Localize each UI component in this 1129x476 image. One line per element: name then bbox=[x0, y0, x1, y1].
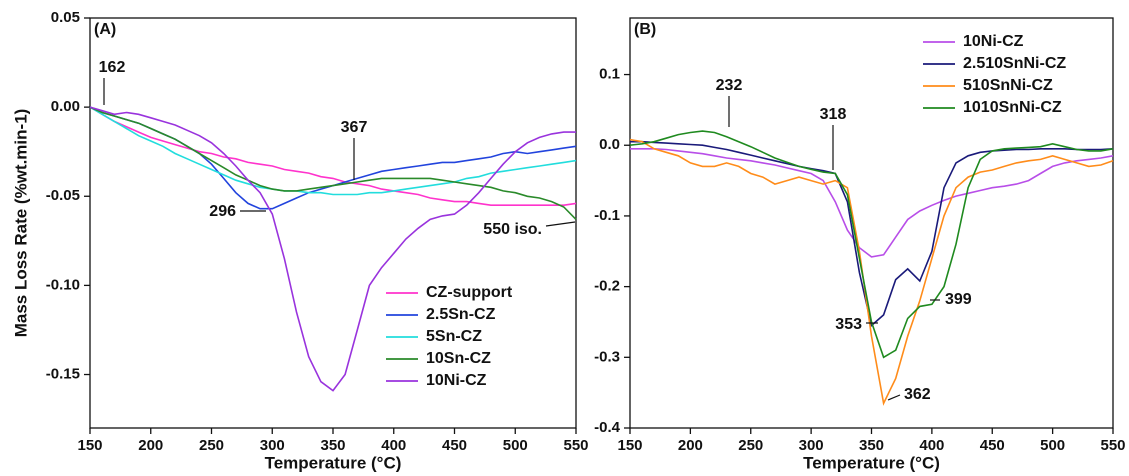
x-tick-label: 200 bbox=[138, 437, 163, 454]
annotation: 367 bbox=[341, 119, 368, 136]
y-tick-label: -0.3 bbox=[594, 348, 620, 365]
series-line bbox=[89, 106, 577, 196]
annotation: 296 bbox=[209, 203, 236, 220]
legend-label: 2.5Sn-CZ bbox=[426, 306, 496, 323]
x-tick-label: 400 bbox=[381, 437, 406, 454]
legend-label: 1010SnNi-CZ bbox=[963, 99, 1062, 116]
legend-label: 5Sn-CZ bbox=[426, 328, 482, 345]
x-tick-label: 400 bbox=[919, 437, 944, 454]
panel-label: (B) bbox=[634, 21, 656, 38]
series-line bbox=[630, 148, 1114, 258]
annotation-leader bbox=[887, 394, 901, 401]
panel-label: (A) bbox=[94, 21, 116, 38]
legend-label: 510SnNi-CZ bbox=[963, 77, 1053, 94]
legend-label: 10Sn-CZ bbox=[426, 350, 491, 367]
y-tick-label: 0.05 bbox=[51, 9, 80, 26]
series-line bbox=[629, 138, 1114, 406]
x-tick-label: 500 bbox=[503, 437, 528, 454]
annotation: 232 bbox=[716, 77, 743, 94]
series-line bbox=[630, 140, 1114, 327]
annotation: 353 bbox=[835, 316, 862, 333]
x-tick-label: 250 bbox=[738, 437, 763, 454]
legend-label: 10Ni-CZ bbox=[426, 372, 487, 389]
x-tick-label: 450 bbox=[980, 437, 1005, 454]
y-tick-label: -0.05 bbox=[46, 187, 80, 204]
y-tick-label: -0.10 bbox=[46, 276, 80, 293]
annotation: 362 bbox=[904, 386, 931, 403]
x-tick-label: 550 bbox=[1100, 437, 1125, 454]
legend-label: 2.510SnNi-CZ bbox=[963, 55, 1066, 72]
series-line bbox=[89, 106, 577, 210]
x-tick-label: 200 bbox=[678, 437, 703, 454]
y-tick-label: -0.15 bbox=[46, 365, 80, 382]
x-tick-label: 300 bbox=[799, 437, 824, 454]
x-tick-label: 250 bbox=[199, 437, 224, 454]
x-tick-label: 150 bbox=[617, 437, 642, 454]
y-tick-label: -0.4 bbox=[594, 419, 621, 436]
series-line bbox=[629, 130, 1114, 359]
series-line bbox=[89, 106, 576, 392]
annotation: 162 bbox=[99, 59, 126, 76]
annotation: 550 iso. bbox=[483, 221, 542, 238]
legend-label: CZ-support bbox=[426, 284, 513, 301]
x-tick-label: 150 bbox=[77, 437, 102, 454]
x-tick-label: 450 bbox=[442, 437, 467, 454]
y-tick-label: -0.2 bbox=[594, 278, 620, 295]
series-line bbox=[89, 106, 577, 220]
annotation: 318 bbox=[820, 106, 847, 123]
y-tick-label: 0.1 bbox=[599, 66, 620, 83]
x-axis-label: Temperature (°C) bbox=[803, 453, 940, 472]
x-tick-label: 350 bbox=[320, 437, 345, 454]
y-tick-label: -0.1 bbox=[594, 207, 620, 224]
legend-label: 10Ni-CZ bbox=[963, 33, 1024, 50]
y-tick-label: 0.00 bbox=[51, 98, 80, 115]
x-tick-label: 350 bbox=[859, 437, 884, 454]
y-tick-label: 0.0 bbox=[599, 136, 620, 153]
x-tick-label: 500 bbox=[1040, 437, 1065, 454]
x-axis-label: Temperature (°C) bbox=[265, 453, 402, 472]
x-tick-label: 300 bbox=[260, 437, 285, 454]
annotation-leader bbox=[545, 221, 576, 227]
y-axis-label: Mass Loss Rate (%wt.min-1) bbox=[11, 109, 30, 338]
annotation: 399 bbox=[945, 291, 972, 308]
x-tick-label: 550 bbox=[563, 437, 588, 454]
series-line bbox=[89, 106, 577, 206]
